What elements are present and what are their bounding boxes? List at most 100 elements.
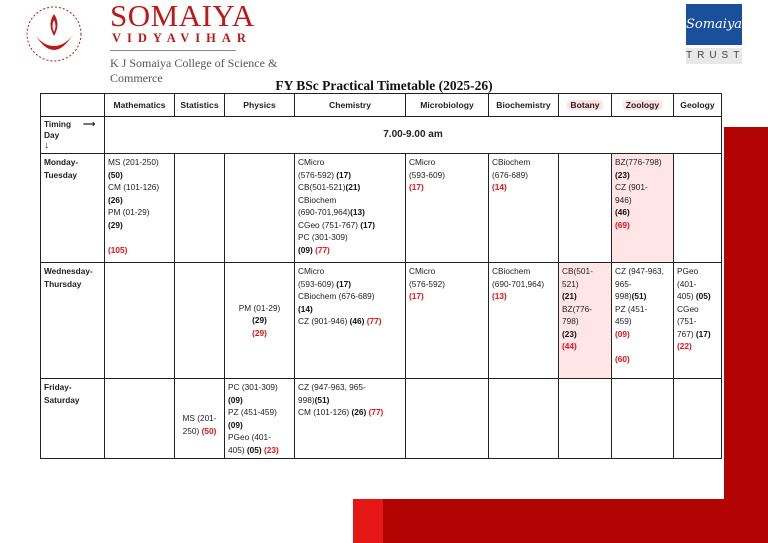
- batch-count: (46): [615, 207, 630, 217]
- cell-physics: PC (301-309) (09) PZ (451-459) (09) PGeo (40…: [224, 378, 295, 459]
- entry-line: (09): [228, 419, 291, 432]
- cell-chemistry: CMicro (593-609) (17) CBiochem (676-689) (1…: [294, 262, 406, 379]
- batch-range: (593-609): [409, 169, 445, 180]
- batch-count: (17): [695, 328, 711, 339]
- day-label: Tuesday: [44, 169, 78, 180]
- college-name: K J Somaiya College of Science & Commerc…: [110, 56, 278, 85]
- entry-line: CZ (947-963, 965-: [298, 381, 402, 394]
- batch-range: 998): [298, 394, 315, 405]
- timetable: Mathematics Statistics Physics Chemistry…: [40, 93, 722, 459]
- entry-line: 521): [562, 278, 608, 291]
- batch-range: (593-609): [298, 278, 337, 289]
- entry-line: (29): [228, 327, 291, 340]
- day-cell: Wednesday- Thursday: [40, 262, 105, 379]
- batch-range: 767): [677, 328, 696, 339]
- entry-line: CMicro: [409, 265, 485, 278]
- entry-line: CBiochem (676-689): [298, 290, 402, 303]
- entry-line: (401-: [677, 278, 718, 291]
- batch-count: (26): [351, 407, 369, 417]
- batch-count: (29): [108, 219, 123, 230]
- cell-mathematics: [104, 262, 175, 379]
- day-label: Day: [44, 130, 60, 140]
- batch-range: CM (101-126): [108, 182, 160, 192]
- batch-range: CB(501-: [562, 266, 593, 276]
- total-count: (29): [252, 327, 267, 338]
- entry-line: CZ (901-: [615, 181, 670, 194]
- brand-subtitle: VIDYAVIHAR: [112, 31, 252, 45]
- total-count: (77): [368, 407, 384, 417]
- batch-count: (51): [631, 291, 647, 301]
- total-count: (17): [409, 182, 424, 192]
- total-count: (09): [615, 328, 630, 339]
- entry-line: (09): [615, 328, 670, 341]
- cell-physics: PM (01-29) (29) (29): [224, 262, 295, 379]
- entry-line: PM (01-29): [108, 206, 171, 219]
- day-label: Wednesday-: [44, 266, 93, 276]
- somaiya-vidyavihar-logo: SOMAIYA VIDYAVIHAR K J Somaiya College o…: [24, 0, 324, 85]
- entry-line: PZ (451-: [615, 303, 670, 316]
- total-count: (77): [366, 316, 382, 326]
- entry-line: CM (101-126) (26) (77): [298, 406, 402, 419]
- batch-count: (05): [695, 291, 711, 301]
- entry-line: (593-609): [409, 169, 485, 182]
- batch-range: 405): [228, 444, 247, 455]
- column-header-physics: Physics: [224, 93, 295, 117]
- total-count: (50): [201, 425, 217, 436]
- total-count: (23): [263, 444, 279, 455]
- batch-range: CB(501-521): [298, 182, 346, 192]
- header-row: Mathematics Statistics Physics Chemistry…: [40, 93, 722, 117]
- column-header-mathematics: Mathematics: [104, 93, 175, 117]
- entry-line: CZ (947-963,: [615, 265, 670, 278]
- batch-range: (401-: [677, 278, 697, 289]
- entry-line: 965-: [615, 278, 670, 291]
- cell-zoology: BZ(776-798) (23) CZ (901- 946) (46) (69): [611, 153, 674, 263]
- entry-line: CB(501-521)(21): [298, 181, 402, 194]
- somaiya-trust-logo: Somaiya TRUST: [686, 4, 742, 66]
- cell-zoology: [611, 378, 674, 459]
- batch-count: (29): [252, 315, 267, 326]
- cell-botany: [558, 378, 612, 459]
- batch-range: PC (301-309): [228, 382, 278, 392]
- entry-line: PC (301-309): [298, 231, 402, 244]
- entry-line: (17): [409, 181, 485, 194]
- batch-count: (17): [360, 219, 376, 230]
- decorative-red-bar-right: [724, 127, 768, 543]
- total-count: (17): [409, 291, 424, 301]
- batch-range: CMicro: [409, 266, 436, 276]
- timing-value: 7.00-9.00 am: [104, 116, 722, 154]
- batch-range: CBiochem: [298, 194, 337, 205]
- day-label: Friday-: [44, 382, 72, 392]
- batch-count: (09): [228, 419, 243, 430]
- entry-line: 405) (05) (23): [228, 444, 291, 457]
- entry-line: (17): [409, 290, 485, 303]
- cell-microbiology: CMicro (593-609) (17): [405, 153, 489, 263]
- day-label: Saturday: [44, 394, 80, 405]
- batch-range: CZ (947-963, 965-: [298, 382, 366, 392]
- batch-range: (676-689): [492, 169, 528, 180]
- cell-chemistry: CZ (947-963, 965- 998)(51) CM (101-126) (2…: [294, 378, 406, 459]
- column-header-microbiology: Microbiology: [405, 93, 489, 117]
- batch-range: 946): [615, 194, 632, 205]
- total-count: (44): [562, 341, 577, 351]
- entry-line: (26): [108, 194, 171, 207]
- batch-count: (13): [350, 207, 365, 217]
- botany-label: Botany: [567, 99, 603, 110]
- day-label: Thursday: [44, 278, 82, 289]
- cell-geology: PGeo (401- 405) (05) CGeo (751- 767) (17) (22): [673, 262, 722, 379]
- batch-range: CMicro: [298, 266, 325, 276]
- total-count: (69): [615, 219, 630, 230]
- arrow-right-icon: ⟶: [83, 119, 95, 129]
- column-header-biochemistry: Biochemistry: [488, 93, 559, 117]
- entry-line: (50): [108, 169, 171, 182]
- timing-label: Timing: [44, 119, 72, 129]
- batch-range: CGeo: [677, 303, 699, 314]
- entry-line: (09): [228, 394, 291, 407]
- total-count: (22): [677, 341, 692, 351]
- cell-statistics: MS (201- 250) (50): [174, 378, 225, 459]
- entry-line: CBiochem: [492, 156, 555, 169]
- batch-range: 250): [182, 425, 202, 436]
- decorative-red-bar-bottom: [353, 499, 768, 543]
- entry-line: (576-592) (17): [298, 169, 402, 182]
- trust-logo-script: Somaiya: [686, 4, 742, 45]
- day-cell: Friday- Saturday: [40, 378, 105, 459]
